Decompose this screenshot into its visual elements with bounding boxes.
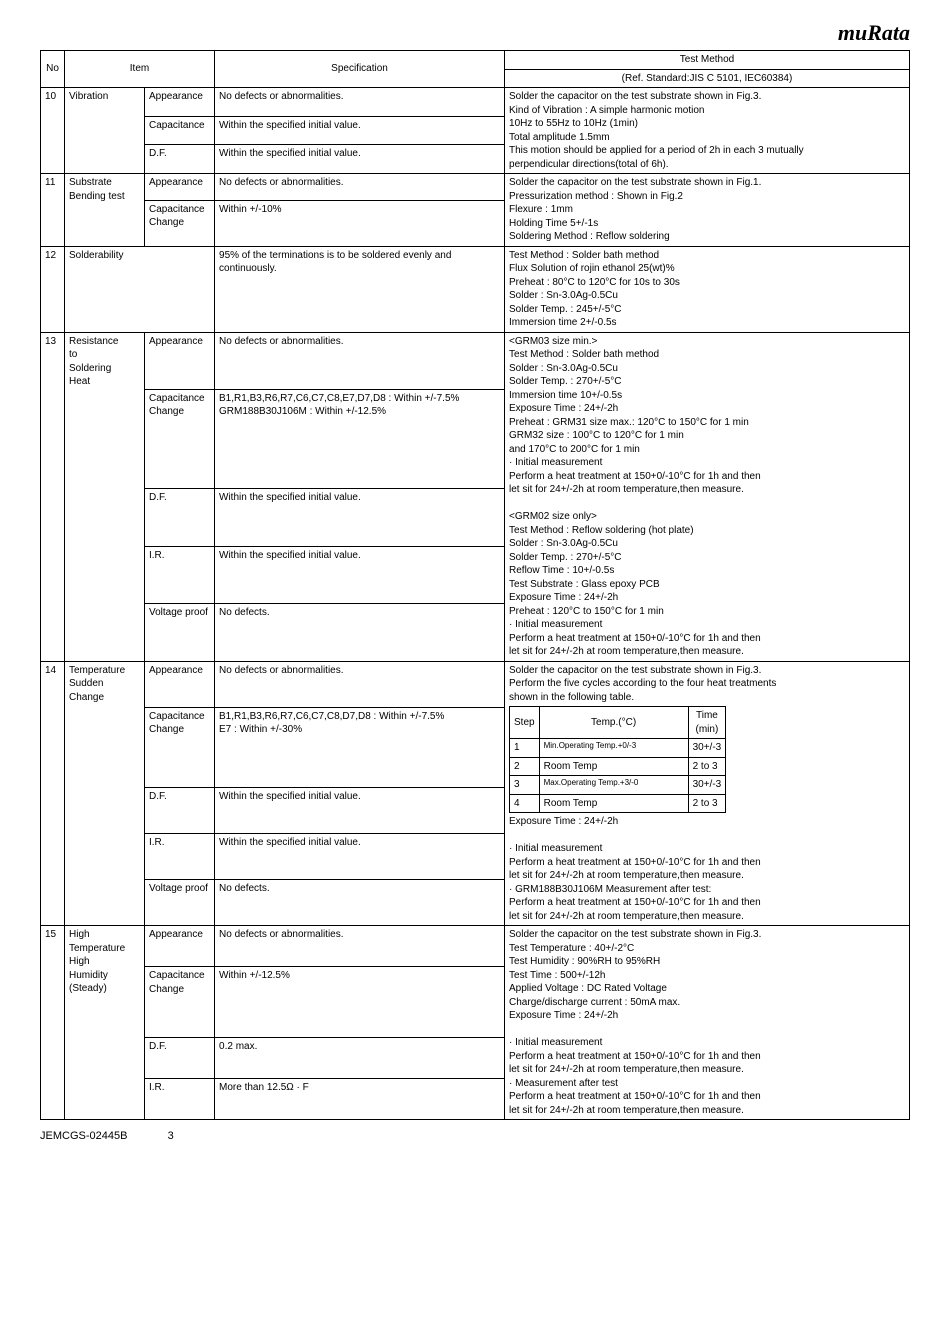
- r13-appearance-spec: No defects or abnormalities.: [215, 332, 505, 389]
- r15-df-label: D.F.: [145, 1037, 215, 1078]
- t14-r2c3: 2 to 3: [688, 757, 726, 776]
- t14-r2c1: 2: [510, 757, 540, 776]
- no-11: 11: [41, 174, 65, 247]
- r14-df-spec: Within the specified initial value.: [215, 787, 505, 833]
- page-number: 3: [168, 1130, 174, 1142]
- r14-cap-label: Capacitance Change: [145, 707, 215, 787]
- t14-r3c3: 30+/-3: [688, 776, 726, 795]
- r13-ir-spec: Within the specified initial value.: [215, 546, 505, 603]
- r14-cap-spec: B1,R1,B3,R6,R7,C6,C7,C8,D7,D8 : Within +…: [215, 707, 505, 787]
- h-method-sub: (Ref. Standard:JIS C 5101, IEC60384): [505, 69, 910, 88]
- t14-r4c3: 2 to 3: [688, 794, 726, 813]
- r11-method: Solder the capacitor on the test substra…: [505, 174, 910, 247]
- r10-cap-spec: Within the specified initial value.: [215, 116, 505, 145]
- r15-appearance-spec: No defects or abnormalities.: [215, 926, 505, 967]
- row-13: 13 Resistance to Soldering Heat Appearan…: [41, 332, 910, 389]
- t14-r4c1: 4: [510, 794, 540, 813]
- r13-vp-spec: No defects.: [215, 604, 505, 661]
- header-row: No Item Specification Test Method: [41, 51, 910, 70]
- r13-method: <GRM03 size min.> Test Method : Solder b…: [505, 332, 910, 661]
- t14-r3c1: 3: [510, 776, 540, 795]
- row-12: 12 Solderability 95% of the terminations…: [41, 246, 910, 332]
- r14-ir-label: I.R.: [145, 833, 215, 879]
- t14-r2c2: Room Temp: [539, 757, 688, 776]
- row-11: 11 Substrate Bending test Appearance No …: [41, 174, 910, 201]
- item-11: Substrate Bending test: [65, 174, 145, 247]
- r15-ir-spec: More than 12.5Ω · F: [215, 1078, 505, 1119]
- t14-r1c1: 1: [510, 739, 540, 758]
- r12-method: Test Method : Solder bath method Flux So…: [505, 246, 910, 332]
- r14-appearance-spec: No defects or abnormalities.: [215, 661, 505, 707]
- r10-appearance-label: Appearance: [145, 88, 215, 117]
- r14-vp-spec: No defects.: [215, 879, 505, 925]
- r15-df-spec: 0.2 max.: [215, 1037, 505, 1078]
- r13-df-label: D.F.: [145, 489, 215, 546]
- no-12: 12: [41, 246, 65, 332]
- item-10: Vibration: [65, 88, 145, 174]
- item-13: Resistance to Soldering Heat: [65, 332, 145, 661]
- r15-ir-label: I.R.: [145, 1078, 215, 1119]
- h-no: No: [41, 51, 65, 88]
- r13-ir-label: I.R.: [145, 546, 215, 603]
- r10-cap-label: Capacitance: [145, 116, 215, 145]
- t14-r1c3: 30+/-3: [688, 739, 726, 758]
- r13-appearance-label: Appearance: [145, 332, 215, 389]
- t14-h3: Time (min): [688, 707, 726, 739]
- r10-method: Solder the capacitor on the test substra…: [505, 88, 910, 174]
- r14-method-intro: Solder the capacitor on the test substra…: [509, 664, 905, 705]
- item-14: Temperature Sudden Change: [65, 661, 145, 926]
- r14-vp-label: Voltage proof: [145, 879, 215, 925]
- r14-method-after: Exposure Time : 24+/-2h · Initial measur…: [509, 815, 905, 923]
- r14-df-label: D.F.: [145, 787, 215, 833]
- t14-r4c2: Room Temp: [539, 794, 688, 813]
- t14-r3c2: Max.Operating Temp.+3/-0: [539, 776, 688, 795]
- row-10: 10 Vibration Appearance No defects or ab…: [41, 88, 910, 117]
- footer: JEMCGS-02445B 3: [40, 1130, 910, 1142]
- r15-cap-label: Capacitance Change: [145, 967, 215, 1038]
- r10-df-label: D.F.: [145, 145, 215, 174]
- r10-df-spec: Within the specified initial value.: [215, 145, 505, 174]
- r15-appearance-label: Appearance: [145, 926, 215, 967]
- no-14: 14: [41, 661, 65, 926]
- r11-appearance-label: Appearance: [145, 174, 215, 201]
- item-12: Solderability: [65, 246, 215, 332]
- r14-ir-spec: Within the specified initial value.: [215, 833, 505, 879]
- row-15: 15 High Temperature High Humidity (Stead…: [41, 926, 910, 967]
- h-spec: Specification: [215, 51, 505, 88]
- no-15: 15: [41, 926, 65, 1120]
- r13-df-spec: Within the specified initial value.: [215, 489, 505, 546]
- no-13: 13: [41, 332, 65, 661]
- r14-method: Solder the capacitor on the test substra…: [505, 661, 910, 926]
- r11-appearance-spec: No defects or abnormalities.: [215, 174, 505, 201]
- r10-appearance-spec: No defects or abnormalities.: [215, 88, 505, 117]
- t14-h1: Step: [510, 707, 540, 739]
- h-method: Test Method: [505, 51, 910, 70]
- row-14: 14 Temperature Sudden Change Appearance …: [41, 661, 910, 707]
- logo: muRata: [40, 20, 910, 46]
- item-15: High Temperature High Humidity (Steady): [65, 926, 145, 1120]
- r15-cap-spec: Within +/-12.5%: [215, 967, 505, 1038]
- r13-vp-label: Voltage proof: [145, 604, 215, 661]
- r13-cap-label: Capacitance Change: [145, 389, 215, 488]
- doc-number: JEMCGS-02445B: [40, 1130, 127, 1142]
- spec-table: No Item Specification Test Method (Ref. …: [40, 50, 910, 1120]
- h-item: Item: [65, 51, 215, 88]
- temp-cycle-table: Step Temp.(°C) Time (min) 1Min.Operating…: [509, 706, 726, 813]
- r11-cap-spec: Within +/-10%: [215, 200, 505, 246]
- r14-appearance-label: Appearance: [145, 661, 215, 707]
- r15-method: Solder the capacitor on the test substra…: [505, 926, 910, 1120]
- no-10: 10: [41, 88, 65, 174]
- r11-cap-label: Capacitance Change: [145, 200, 215, 246]
- r13-cap-spec: B1,R1,B3,R6,R7,C6,C7,C8,E7,D7,D8 : Withi…: [215, 389, 505, 488]
- t14-h2: Temp.(°C): [539, 707, 688, 739]
- r12-spec: 95% of the terminations is to be soldere…: [215, 246, 505, 332]
- t14-r1c2: Min.Operating Temp.+0/-3: [539, 739, 688, 758]
